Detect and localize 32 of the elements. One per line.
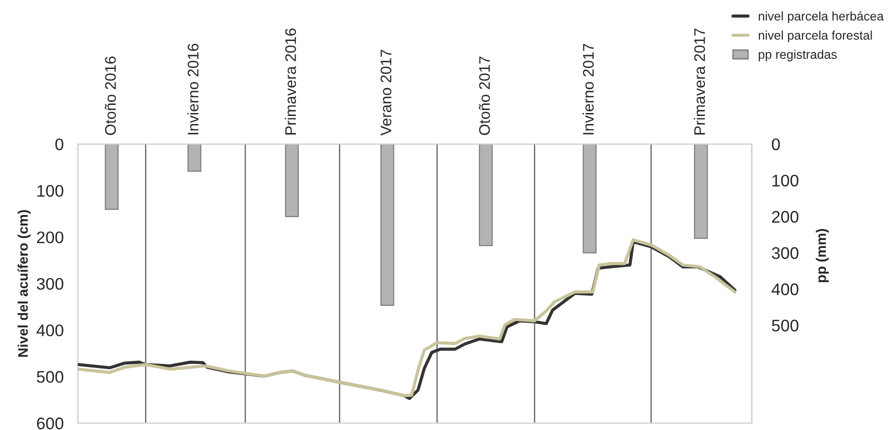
x-tick-label: Primavera 2017 (694, 28, 706, 134)
x-tick-label: Otoño 2016 (104, 56, 116, 135)
y-tick-label: 600 (37, 418, 64, 430)
x-tick-label: Primavera 2016 (284, 28, 296, 134)
bar (104, 144, 119, 210)
legend-label: nivel parcela forestal (758, 30, 872, 42)
x-tick-label: Verano 2017 (380, 50, 392, 136)
y2-tick-label: 300 (772, 247, 798, 259)
x-tick-label: Otoño 2017 (478, 56, 490, 135)
y2-tick-label: 400 (772, 283, 798, 296)
bar (285, 144, 299, 218)
legend-label: pp registradas (758, 50, 837, 62)
y-tick-label: 200 (37, 231, 64, 244)
y-tick-label: 0 (55, 138, 64, 150)
bar (188, 144, 202, 172)
y2-tick-label: 500 (772, 320, 798, 332)
y2-tick-label: 100 (772, 174, 798, 186)
y-tick-label: 100 (37, 184, 64, 197)
y-axis-title: Nivel del acuífero (cm) (18, 210, 31, 357)
y-tick-label: 400 (36, 324, 64, 336)
y-tick-label: 500 (36, 371, 64, 383)
bar (582, 144, 597, 254)
x-tick-label: Invierno 2016 (187, 44, 199, 134)
bar (694, 144, 708, 239)
y-tick-label: 300 (36, 278, 64, 290)
bar (478, 144, 493, 246)
x-tick-label: Invierno 2017 (582, 44, 594, 134)
y2-tick-label: 200 (772, 210, 798, 223)
y2-axis-title: pp (mm) (816, 228, 829, 282)
bar (380, 144, 394, 306)
y2-tick-label: 0 (772, 138, 780, 150)
legend-label: nivel parcela herbácea (758, 11, 884, 24)
